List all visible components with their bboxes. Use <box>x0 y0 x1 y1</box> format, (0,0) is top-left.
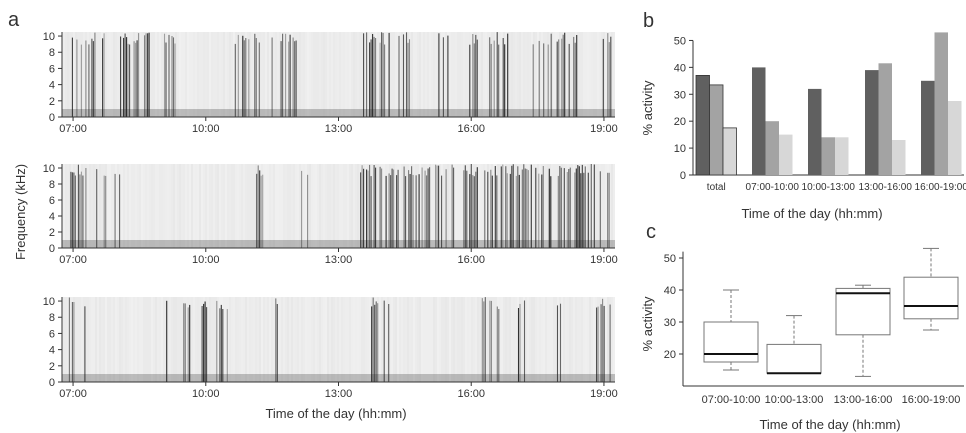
spectrogram-x-tick-label: 07:00 <box>59 254 87 266</box>
spectrogram-x-tick-label: 13:00 <box>325 123 353 135</box>
box-4 <box>903 247 959 331</box>
panel-c-xlabel: Time of the day (hh:mm) <box>759 417 900 432</box>
spectrogram-y-tick-label: 8 <box>49 179 55 191</box>
spectrogram-x-tick-label: 13:00 <box>325 254 353 266</box>
spectrogram-y-tick-label: 0 <box>49 377 55 389</box>
bar <box>878 63 892 175</box>
spectrogram-y-tick-label: 4 <box>49 211 55 223</box>
spectrogram-3: 0 2 4 6 8 10 07:00 10:00 13:00 16:00 19:00 <box>43 296 618 400</box>
bar-y-tick-label: 30 <box>674 89 686 101</box>
panel-b-xlabel: Time of the day (hh:mm) <box>741 206 882 221</box>
bar <box>892 140 906 175</box>
bar <box>709 84 724 176</box>
bar-y-tick-label: 10 <box>674 143 686 155</box>
spectrogram-background <box>62 297 615 382</box>
bar <box>765 121 779 175</box>
spectrogram-y-tick-label: 6 <box>49 63 55 75</box>
panel-a-xlabel: Time of the day (hh:mm) <box>265 406 406 421</box>
box-2 <box>766 315 822 375</box>
bar <box>934 32 948 176</box>
bar <box>808 88 822 175</box>
spectrogram-low-band <box>62 374 615 382</box>
bar <box>695 75 710 176</box>
box-body <box>766 343 822 374</box>
spectrogram-x-tick-label: 16:00 <box>457 388 485 400</box>
spectrogram-y-tick-label: 0 <box>49 243 55 255</box>
bar-y-tick-label: 40 <box>674 62 686 74</box>
spectrogram-x-tick-label: 10:00 <box>192 388 220 400</box>
spectrogram-x-tick-label: 16:00 <box>457 123 485 135</box>
spectrogram-y-tick-label: 8 <box>49 47 55 59</box>
box-category-label: 16:00-19:00 <box>902 394 961 406</box>
panel-letter-c: c <box>646 221 656 243</box>
spectrogram-y-tick-label: 6 <box>49 195 55 207</box>
spectrogram-x-tick-label: 13:00 <box>325 388 353 400</box>
spectrogram-x-tick-label: 19:00 <box>590 123 618 135</box>
panel-letter-a: a <box>8 9 20 31</box>
spectrogram-2: 0 2 4 6 8 10 07:00 10:00 13:00 16:00 19:00 <box>43 163 618 266</box>
spectrogram-x-tick-label: 19:00 <box>590 254 618 266</box>
bar <box>948 101 962 175</box>
box-3 <box>835 284 891 377</box>
box-y-tick-label: 30 <box>664 317 676 329</box>
bar <box>752 67 766 175</box>
box-category-label: 07:00-10:00 <box>702 394 761 406</box>
bar <box>921 80 935 175</box>
panel-c-box-plot: 20 30 40 50 07:00-10:00 10:00-13:00 13:00-16:0… <box>664 247 964 406</box>
bar-category-label: 16:00-19:00 <box>915 182 966 193</box>
spectrogram-x-tick-label: 07:00 <box>59 388 87 400</box>
bar <box>821 137 835 175</box>
spectrogram-background <box>62 32 615 117</box>
spectrogram-x-tick-label: 16:00 <box>457 254 485 266</box>
box-y-tick-label: 50 <box>664 253 676 265</box>
box-body <box>703 321 759 363</box>
spectrogram-y-tick-label: 2 <box>49 361 55 373</box>
spectrogram-y-tick-label: 2 <box>49 96 55 108</box>
spectrogram-low-band <box>62 240 615 248</box>
spectrogram-low-band <box>62 109 615 117</box>
bar <box>779 134 793 175</box>
box-y-tick-label: 20 <box>664 349 676 361</box>
box-y-tick-label: 40 <box>664 285 676 297</box>
spectrogram-y-tick-label: 4 <box>49 80 55 92</box>
spectrogram-y-tick-label: 10 <box>43 296 55 308</box>
spectrogram-y-tick-label: 6 <box>49 328 55 340</box>
spectrogram-y-tick-label: 4 <box>49 345 55 357</box>
spectrogram-y-tick-label: 10 <box>43 31 55 43</box>
bar-y-tick-label: 0 <box>680 170 686 182</box>
panel-b-bar-chart: 0 10 20 30 40 50 total 07:00-10:00 10:00-13:00 13… <box>674 32 966 193</box>
spectrogram-x-tick-label: 19:00 <box>590 388 618 400</box>
bar <box>722 127 737 176</box>
bar-category-label: 10:00-13:00 <box>802 182 856 193</box>
panel-a-ylabel: Frequency (kHz) <box>13 164 28 260</box>
box-body <box>835 287 891 336</box>
spectrogram-1: 0 2 4 6 8 10 07:00 10:00 13:00 16:00 19:00 <box>43 31 618 135</box>
box-1 <box>703 289 759 371</box>
spectrogram-x-tick-label: 10:00 <box>192 123 220 135</box>
spectrogram-x-tick-label: 07:00 <box>59 123 87 135</box>
spectrogram-y-tick-label: 8 <box>49 312 55 324</box>
spectrogram-y-tick-label: 10 <box>43 163 55 175</box>
panel-b-ylabel: % activity <box>640 80 655 135</box>
spectrogram-y-tick-label: 2 <box>49 227 55 239</box>
box-category-label: 10:00-13:00 <box>765 394 824 406</box>
box-category-label: 13:00-16:00 <box>834 394 893 406</box>
bar-category-label: 07:00-10:00 <box>746 182 800 193</box>
panel-c-ylabel: % activity <box>640 296 655 351</box>
box-body <box>903 276 959 320</box>
spectrogram-y-tick-label: 0 <box>49 112 55 124</box>
bar <box>835 137 849 175</box>
panel-letter-b: b <box>643 10 654 32</box>
bar-category-label: 13:00-16:00 <box>859 182 913 193</box>
bar-y-tick-label: 20 <box>674 116 686 128</box>
bar <box>865 70 879 175</box>
bar-category-label: total <box>707 182 726 193</box>
bar-y-tick-label: 50 <box>674 35 686 47</box>
spectrogram-x-tick-label: 10:00 <box>192 254 220 266</box>
